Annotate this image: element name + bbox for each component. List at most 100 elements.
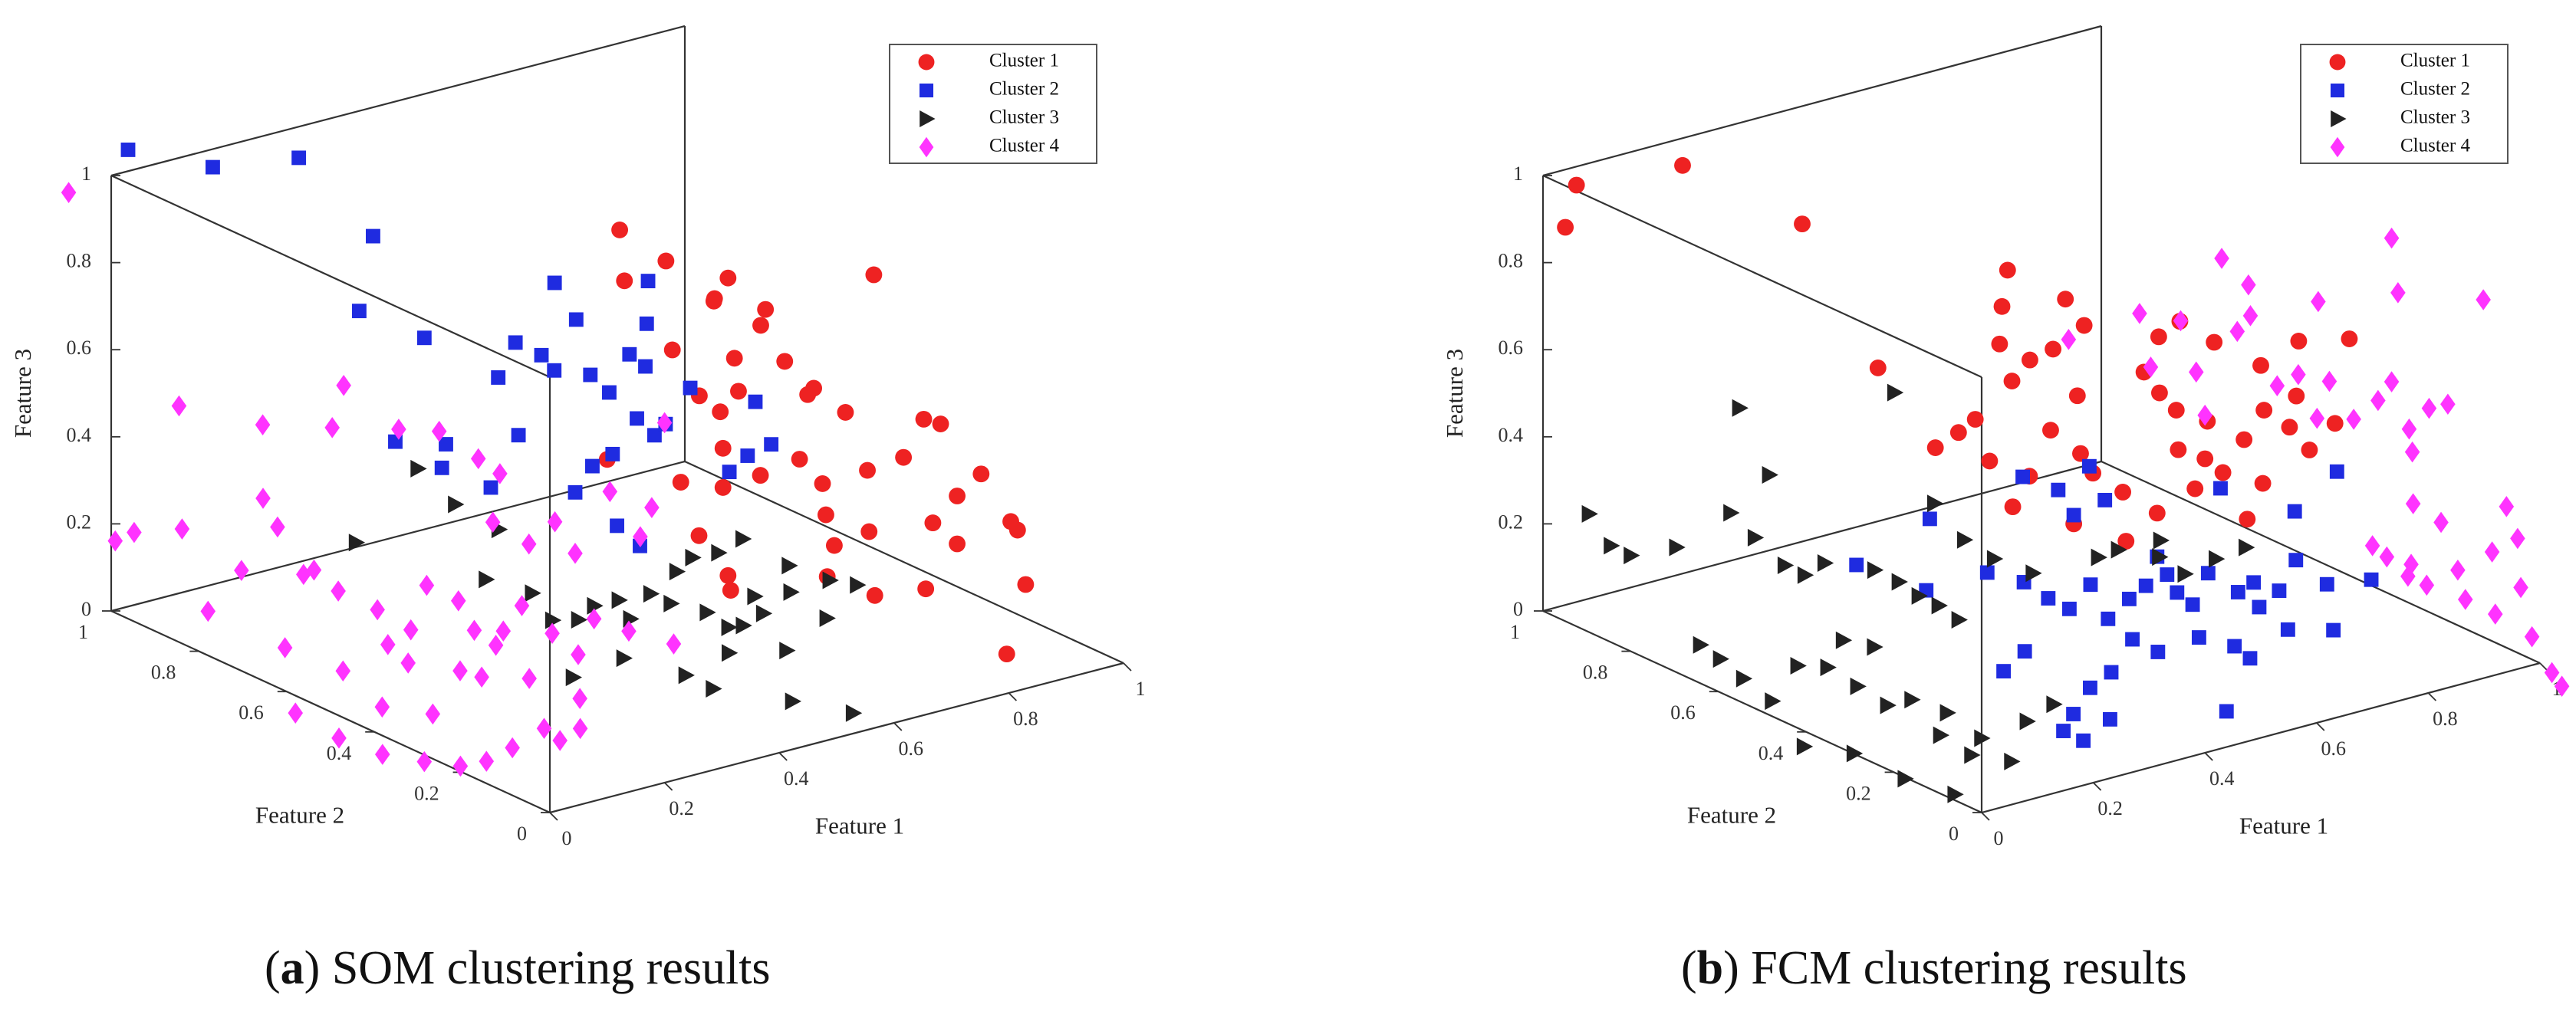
marker-cluster-2 xyxy=(2227,639,2242,654)
marker-cluster-3 xyxy=(1817,554,1834,573)
marker-cluster-2 xyxy=(2076,733,2091,748)
legend-marker-shape xyxy=(919,83,934,98)
marker-cluster-4 xyxy=(2419,574,2435,596)
marker-cluster-3 xyxy=(410,459,427,478)
marker-cluster-1 xyxy=(2114,484,2132,501)
marker-cluster-4 xyxy=(2400,565,2416,587)
marker-cluster-3 xyxy=(1604,537,1620,555)
caption-a-letter: a xyxy=(280,942,304,994)
caption-a: (a) SOM clustering results xyxy=(265,942,771,994)
marker-cluster-2 xyxy=(748,394,763,409)
marker-cluster-3 xyxy=(616,649,633,668)
marker-cluster-1 xyxy=(2004,498,2022,516)
marker-cluster-3 xyxy=(1762,465,1778,484)
marker-cluster-1 xyxy=(730,383,747,400)
marker-cluster-1 xyxy=(611,222,629,238)
marker-cluster-4 xyxy=(374,696,390,718)
marker-cluster-2 xyxy=(2101,611,2116,626)
marker-cluster-1 xyxy=(2072,445,2089,462)
legend-item-cluster-2-a: Cluster 2 xyxy=(919,79,1059,100)
marker-cluster-4 xyxy=(2476,289,2491,310)
legend-label: Cluster 4 xyxy=(2400,136,2470,156)
marker-cluster-3 xyxy=(755,604,773,622)
marker-cluster-4 xyxy=(2309,407,2325,429)
marker-cluster-1 xyxy=(949,535,966,553)
marker-cluster-3 xyxy=(1887,383,1904,402)
marker-cluster-2 xyxy=(2097,492,2113,507)
marker-cluster-2 xyxy=(740,448,755,463)
marker-cluster-1 xyxy=(714,439,732,457)
marker-cluster-4 xyxy=(2321,370,2337,392)
marker-cluster-1 xyxy=(719,566,737,584)
marker-cluster-2 xyxy=(605,446,620,461)
chart-a: 00.20.40.60.8100.20.40.60.8100.20.40.60.… xyxy=(9,25,1146,849)
marker-cluster-4 xyxy=(2404,441,2420,463)
marker-cluster-4 xyxy=(656,412,673,434)
marker-cluster-4 xyxy=(521,533,537,555)
marker-cluster-4 xyxy=(2487,603,2503,625)
marker-cluster-3 xyxy=(721,618,738,636)
z-axis-tick-label: 0.4 xyxy=(67,424,92,446)
marker-cluster-4 xyxy=(400,652,416,674)
marker-cluster-3 xyxy=(479,570,495,589)
marker-cluster-3 xyxy=(2046,695,2063,714)
marker-cluster-1 xyxy=(791,451,808,468)
marker-cluster-3 xyxy=(1880,696,1897,714)
z-axis-tick-label: 0.6 xyxy=(67,337,92,359)
marker-cluster-1 xyxy=(722,582,739,599)
marker-cluster-4 xyxy=(2433,511,2449,534)
caption-a-text: SOM clustering results xyxy=(320,942,771,994)
marker-cluster-1 xyxy=(2148,504,2166,522)
marker-cluster-1 xyxy=(1999,261,2016,279)
marker-cluster-2 xyxy=(351,304,367,319)
marker-cluster-2 xyxy=(2219,704,2234,719)
marker-cluster-1 xyxy=(932,415,949,432)
marker-cluster-3 xyxy=(1693,635,1709,654)
marker-cluster-3 xyxy=(669,563,686,581)
marker-cluster-1 xyxy=(2281,419,2298,436)
marker-cluster-1 xyxy=(1926,439,1944,456)
marker-cluster-2 xyxy=(2170,585,2185,600)
y-axis-tick-label: 1 xyxy=(78,621,88,643)
marker-cluster-3 xyxy=(544,611,562,629)
marker-cluster-4 xyxy=(666,633,682,655)
marker-cluster-4 xyxy=(127,521,142,543)
marker-cluster-2 xyxy=(2230,585,2245,599)
marker-cluster-4 xyxy=(416,750,433,773)
marker-cluster-3 xyxy=(685,548,702,566)
marker-cluster-4 xyxy=(552,730,568,751)
marker-cluster-3 xyxy=(1765,692,1781,711)
marker-cluster-2 xyxy=(483,480,498,495)
marker-cluster-2 xyxy=(2015,469,2030,484)
marker-cluster-4 xyxy=(2440,393,2456,415)
marker-cluster-4 xyxy=(492,463,508,484)
marker-cluster-2 xyxy=(585,458,600,474)
z-axis-tick-label: 0.2 xyxy=(1499,511,1524,533)
x-axis-tick xyxy=(893,722,903,731)
marker-cluster-4 xyxy=(2524,626,2540,648)
marker-cluster-1 xyxy=(814,475,831,492)
legend-marker xyxy=(918,54,935,71)
x-axis-tick-label: 1 xyxy=(1136,678,1146,700)
marker-cluster-1 xyxy=(972,465,990,483)
marker-cluster-1 xyxy=(2252,356,2269,374)
marker-cluster-4 xyxy=(2450,559,2466,581)
x-axis-tick xyxy=(2539,662,2548,672)
marker-cluster-4 xyxy=(602,481,618,503)
y-axis-tick-label: 1 xyxy=(1510,621,1520,643)
z-axis-tick-label: 0.8 xyxy=(1499,250,1524,272)
chart-b: 00.20.40.60.8100.20.40.60.8100.20.40.60.… xyxy=(1441,25,2570,849)
marker-cluster-4 xyxy=(425,703,441,725)
marker-cluster-4 xyxy=(370,599,385,621)
marker-cluster-4 xyxy=(288,702,304,724)
marker-cluster-3 xyxy=(2209,550,2226,568)
marker-cluster-1 xyxy=(860,523,878,540)
marker-cluster-4 xyxy=(2370,389,2386,412)
z-axis-tick-label: 1 xyxy=(81,163,91,185)
marker-cluster-1 xyxy=(1966,411,1984,428)
marker-cluster-2 xyxy=(2104,665,2119,680)
marker-cluster-3 xyxy=(1931,596,1948,615)
marker-cluster-2 xyxy=(366,228,380,244)
marker-cluster-1 xyxy=(998,645,1015,663)
marker-cluster-2 xyxy=(1922,511,1937,527)
